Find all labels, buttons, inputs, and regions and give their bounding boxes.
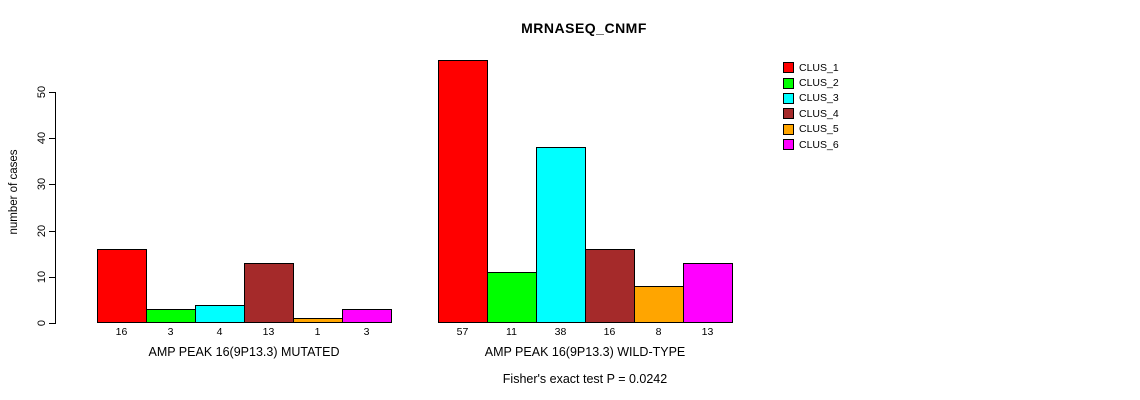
fisher-test-annotation: Fisher's exact test P = 0.0242 — [502, 372, 668, 386]
legend-label: CLUS_5 — [799, 123, 839, 136]
bar-clus_6-group2 — [683, 263, 733, 323]
y-axis-tick — [49, 184, 55, 186]
bar-clus_5-group2 — [634, 286, 684, 323]
bar-count-label: 3 — [167, 326, 174, 338]
y-axis-tick-label: 0 — [36, 319, 48, 327]
y-axis-tick-label: 50 — [36, 85, 48, 99]
y-axis-label: number of cases — [8, 149, 20, 235]
legend-swatch-clus_1 — [783, 62, 794, 74]
legend-swatch-clus_2 — [783, 77, 794, 89]
bar-clus_6-group1 — [342, 309, 392, 323]
bar-count-label: 13 — [262, 326, 275, 338]
y-axis-tick — [49, 230, 55, 232]
legend-swatch-clus_5 — [783, 123, 794, 135]
y-axis-line — [55, 92, 56, 324]
bar-count-label: 8 — [655, 326, 662, 338]
y-axis-tick — [49, 276, 55, 278]
y-axis-tick — [49, 92, 55, 93]
legend-row: CLUS_3 — [783, 91, 839, 106]
legend: CLUS_1 CLUS_2 CLUS_3 CLUS_4 CLUS_5 CLUS_6 — [783, 60, 839, 152]
y-axis-tick — [49, 323, 55, 324]
legend-row: CLUS_6 — [783, 137, 839, 152]
legend-row: CLUS_2 — [783, 75, 839, 90]
legend-label: CLUS_4 — [799, 107, 839, 120]
bar-count-label: 38 — [554, 326, 567, 338]
y-axis-tick — [49, 138, 55, 140]
bar-clus_1-group2 — [438, 60, 488, 323]
bar-count-label: 16 — [115, 326, 128, 338]
bar-clus_5-group1 — [293, 318, 343, 323]
legend-row: CLUS_5 — [783, 122, 839, 137]
bar-count-label: 57 — [456, 326, 469, 338]
y-axis-tick-label: 40 — [36, 132, 48, 145]
legend-row: CLUS_1 — [783, 60, 839, 75]
bar-clus_4-group1 — [244, 263, 294, 323]
bar-clus_4-group2 — [585, 249, 635, 323]
bar-count-label: 4 — [216, 326, 223, 338]
bar-clus_2-group2 — [487, 272, 537, 323]
chart-title: MRNASEQ_CNMF — [521, 20, 647, 36]
legend-swatch-clus_3 — [783, 92, 794, 104]
group-label-2: AMP PEAK 16(9P13.3) WILD-TYPE — [484, 345, 686, 359]
y-axis-tick-label: 10 — [36, 270, 48, 283]
legend-swatch-clus_4 — [783, 108, 794, 120]
bar-clus_2-group1 — [146, 309, 196, 323]
bar-count-label: 16 — [603, 326, 616, 338]
bar-clus_3-group1 — [195, 305, 245, 323]
legend-label: CLUS_2 — [799, 77, 839, 90]
legend-label: CLUS_1 — [799, 61, 839, 74]
legend-label: CLUS_6 — [799, 138, 839, 151]
bar-count-label: 1 — [314, 326, 321, 338]
y-axis-tick-label: 30 — [36, 178, 48, 191]
bar-count-label: 13 — [701, 326, 714, 338]
bar-count-label: 3 — [363, 326, 370, 338]
legend-row: CLUS_4 — [783, 106, 839, 121]
legend-label: CLUS_3 — [799, 92, 839, 105]
group-label-1: AMP PEAK 16(9P13.3) MUTATED — [148, 345, 340, 359]
bar-clus_3-group2 — [536, 147, 586, 323]
bar-count-label: 11 — [506, 326, 517, 338]
bar-clus_1-group1 — [97, 249, 147, 323]
legend-swatch-clus_6 — [783, 139, 794, 151]
y-axis-tick-label: 20 — [36, 224, 48, 237]
